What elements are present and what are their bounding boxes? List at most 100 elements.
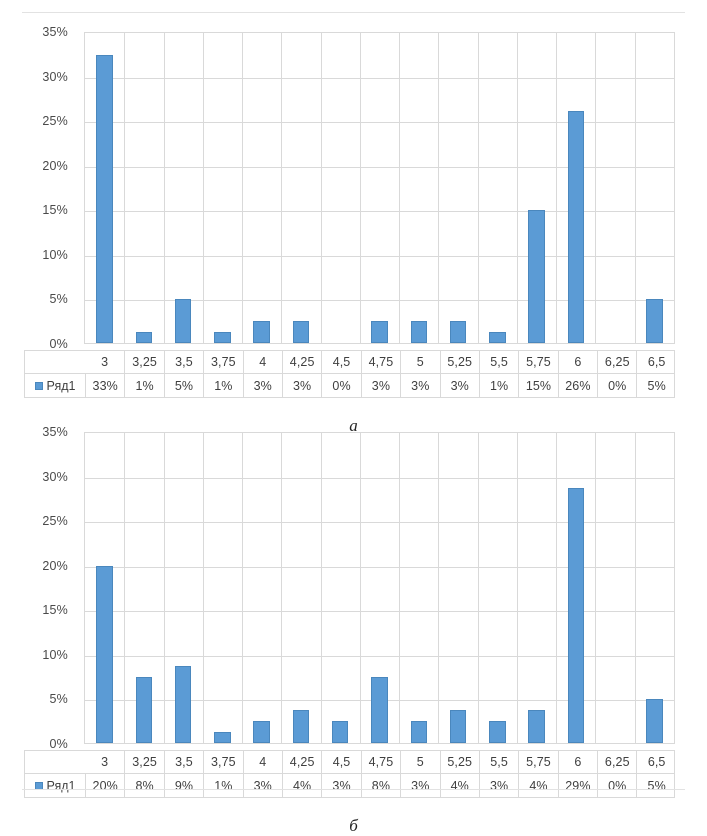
horizontal-gridline (85, 655, 674, 657)
bar (174, 298, 192, 343)
horizontal-gridline (85, 77, 674, 79)
bar (174, 665, 192, 743)
y-tick-label: 10% (42, 247, 68, 262)
data-table-cell: 1% (124, 374, 163, 397)
category-label: 3,25 (124, 751, 163, 773)
bar (489, 331, 506, 343)
data-table-cell: 3% (439, 374, 479, 397)
data-table-a: 3 3,25 3,5 3,75 4 4,25 4,5 4,75 5 5,25 5,5 5,75 6 6,2… (24, 350, 675, 398)
y-tick-label: 30% (42, 69, 68, 84)
category-label: 6 (557, 751, 597, 773)
y-axis-labels-b: 0% 5% 10% 15% 20% 25% 30% 35% (0, 425, 74, 751)
horizontal-gridline (85, 477, 674, 479)
bar (567, 488, 585, 743)
vertical-gridline (478, 33, 479, 343)
horizontal-gridline (85, 122, 674, 124)
data-table-cell: 5% (163, 374, 203, 397)
plot-canvas-b (84, 432, 675, 744)
y-tick-label: 20% (42, 158, 68, 173)
vertical-gridline (124, 33, 125, 343)
data-table-corner-spacer (25, 351, 85, 373)
category-label: 4,5 (321, 751, 360, 773)
data-table-cell: 3% (281, 374, 321, 397)
vertical-gridline (399, 433, 400, 743)
data-table-b-category-row: 3 3,25 3,5 3,75 4 4,25 4,5 4,75 5 5,25 5,5 5,75 6 6,2… (25, 751, 674, 773)
category-label: 4,5 (321, 351, 360, 373)
y-tick-label: 15% (42, 603, 68, 618)
bar (214, 731, 231, 743)
data-table-cell: 1% (478, 374, 518, 397)
bar (410, 320, 427, 343)
data-table-cell: 5% (636, 774, 675, 797)
bar (292, 320, 310, 343)
data-table-cell: 0% (597, 374, 636, 397)
horizontal-gridline (85, 611, 674, 613)
series-legend-label: Ряд1 (46, 378, 76, 393)
category-label: 5,75 (518, 351, 557, 373)
data-table-cell: 4% (439, 774, 479, 797)
vertical-gridline (164, 33, 165, 343)
category-label: 6,5 (636, 751, 675, 773)
horizontal-gridline (85, 166, 674, 168)
bar (646, 298, 663, 343)
vertical-gridline (635, 433, 636, 743)
category-label: 6,5 (636, 351, 675, 373)
horizontal-gridline (85, 566, 674, 568)
y-tick-label: 0% (49, 337, 68, 351)
bar (96, 565, 113, 743)
category-label: 6,25 (597, 351, 636, 373)
bar (253, 320, 270, 343)
bar (135, 331, 153, 343)
category-label: 4 (242, 351, 282, 373)
vertical-gridline (478, 433, 479, 743)
category-label: 6,25 (597, 751, 636, 773)
data-table-cell: 26% (557, 374, 597, 397)
category-label: 3,5 (163, 751, 203, 773)
data-table-b: 3 3,25 3,5 3,75 4 4,25 4,5 4,75 5 5,25 5,5 5,75 6 6,2… (24, 750, 675, 798)
vertical-gridline (321, 433, 322, 743)
vertical-gridline (281, 33, 282, 343)
category-label: 4 (242, 751, 282, 773)
panel-a-caption: а (349, 416, 358, 435)
category-label: 4,25 (281, 751, 321, 773)
category-label: 4,25 (281, 351, 321, 373)
category-label: 6 (557, 351, 597, 373)
category-label: 4,75 (360, 351, 400, 373)
bar (489, 720, 506, 743)
category-label: 5 (400, 351, 439, 373)
vertical-gridline (595, 33, 596, 343)
y-tick-label: 20% (42, 558, 68, 573)
category-label: 3,5 (163, 351, 203, 373)
category-label: 3,75 (203, 751, 242, 773)
data-table-cell: 1% (203, 374, 242, 397)
category-label: 5 (400, 751, 439, 773)
horizontal-gridline (85, 300, 674, 302)
vertical-gridline (321, 33, 322, 343)
y-tick-label: 15% (42, 203, 68, 218)
top-separator-rule (22, 12, 685, 13)
category-label: 5,5 (478, 751, 518, 773)
data-table-cell: 3% (242, 374, 282, 397)
category-label: 3 (101, 755, 109, 769)
bar (528, 709, 545, 743)
data-table-cell: 3% (400, 374, 439, 397)
plot-area-a: 0% 5% 10% 15% 20% 25% 30% 35% (0, 25, 707, 351)
vertical-gridline (438, 33, 439, 343)
vertical-gridline (203, 33, 204, 343)
data-table-cell: 15% (518, 374, 557, 397)
data-table-cell: 20% (85, 774, 124, 797)
series-legend: Ряд1 (25, 374, 85, 397)
bar (292, 709, 310, 743)
figure-panel-b: 0% 5% 10% 15% 20% 25% 30% 35% 3 3,25 3,5 3,75 4 4,25… (0, 425, 707, 835)
data-table-corner-spacer (25, 751, 85, 773)
category-label: 3,25 (124, 351, 163, 373)
data-table-cell: 3% (360, 374, 400, 397)
vertical-gridline (635, 33, 636, 343)
bar (371, 320, 388, 343)
horizontal-gridline (85, 255, 674, 257)
horizontal-gridline (85, 211, 674, 213)
vertical-gridline (517, 33, 518, 343)
vertical-gridline (360, 33, 361, 343)
data-table-cell: 5% (636, 374, 675, 397)
